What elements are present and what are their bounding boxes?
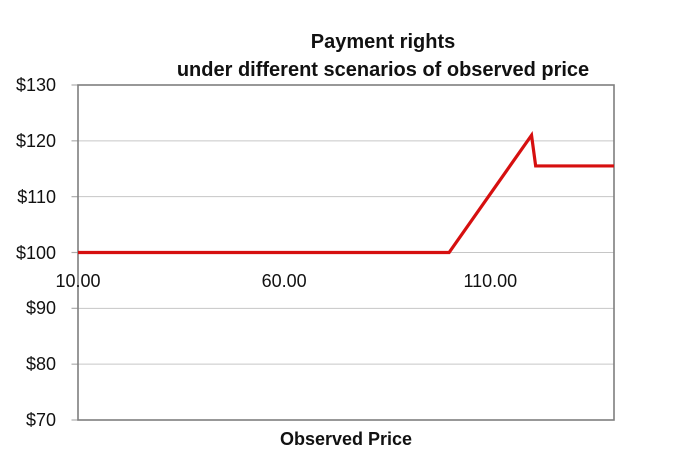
x-tick-label: 10.00 [55, 270, 101, 291]
y-tick-label: $120 [15, 130, 56, 151]
y-tick-label: $80 [25, 354, 56, 375]
chart-title: Payment rights under different scenarios… [177, 28, 589, 84]
y-tick-label: $100 [15, 242, 56, 263]
series-line [78, 130, 614, 255]
chart-title-line1: Payment rights [310, 31, 456, 53]
y-tick-label: $130 [15, 75, 56, 95]
chart-title-line2: under different scenarios of observed pr… [176, 59, 590, 81]
y-tick-label: $70 [25, 410, 56, 430]
x-tick-label: 60.00 [261, 270, 307, 291]
y-tick-label: $110 [17, 186, 56, 207]
x-axis-title: Observed Price [279, 429, 413, 449]
x-tick-label: 110.00 [463, 270, 518, 291]
y-tick-label: $90 [25, 298, 56, 319]
